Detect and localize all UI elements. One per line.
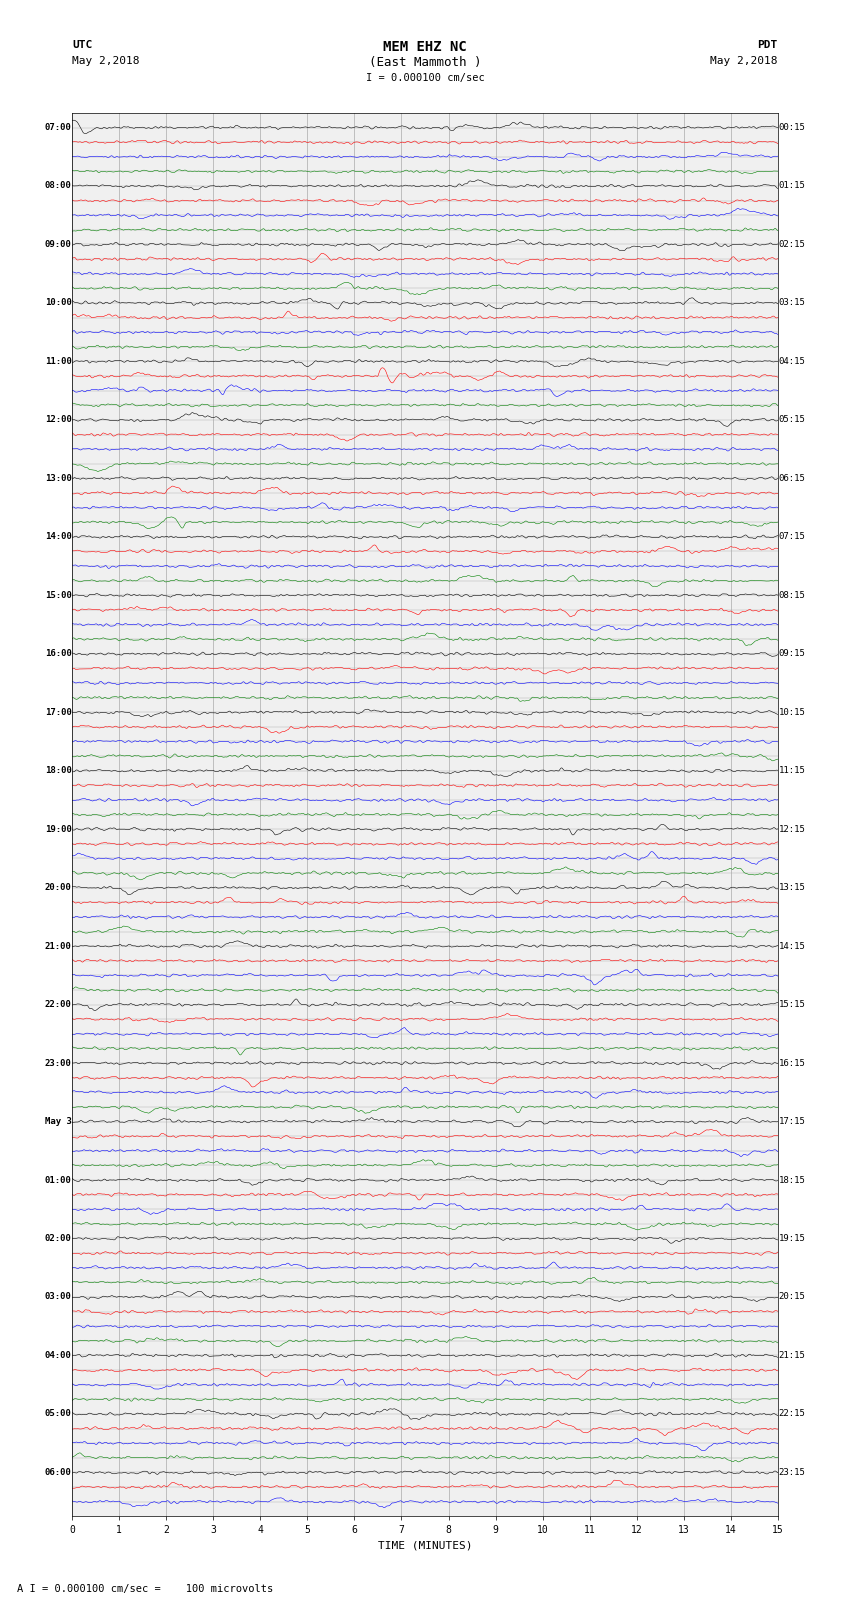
Text: 01:00: 01:00 bbox=[45, 1176, 71, 1184]
Text: 03:15: 03:15 bbox=[779, 298, 805, 308]
Text: May 3: May 3 bbox=[45, 1118, 71, 1126]
Text: 07:15: 07:15 bbox=[779, 532, 805, 542]
Text: 06:00: 06:00 bbox=[45, 1468, 71, 1478]
Text: 20:00: 20:00 bbox=[45, 884, 71, 892]
Text: I = 0.000100 cm/sec: I = 0.000100 cm/sec bbox=[366, 73, 484, 82]
Text: A I = 0.000100 cm/sec =    100 microvolts: A I = 0.000100 cm/sec = 100 microvolts bbox=[17, 1584, 273, 1594]
Text: 10:00: 10:00 bbox=[45, 298, 71, 308]
Text: 05:15: 05:15 bbox=[779, 416, 805, 424]
Text: 08:00: 08:00 bbox=[45, 182, 71, 190]
Text: 04:00: 04:00 bbox=[45, 1352, 71, 1360]
Text: PDT: PDT bbox=[757, 40, 778, 50]
Text: MEM EHZ NC: MEM EHZ NC bbox=[383, 40, 467, 55]
Text: 07:00: 07:00 bbox=[45, 123, 71, 132]
Text: 02:00: 02:00 bbox=[45, 1234, 71, 1244]
Text: 15:00: 15:00 bbox=[45, 590, 71, 600]
Text: 06:15: 06:15 bbox=[779, 474, 805, 482]
Text: 15:15: 15:15 bbox=[779, 1000, 805, 1010]
Text: 21:00: 21:00 bbox=[45, 942, 71, 950]
Text: 08:15: 08:15 bbox=[779, 590, 805, 600]
Text: 02:15: 02:15 bbox=[779, 240, 805, 248]
Text: 00:15: 00:15 bbox=[779, 123, 805, 132]
Text: 22:00: 22:00 bbox=[45, 1000, 71, 1010]
Text: 04:15: 04:15 bbox=[779, 356, 805, 366]
Text: 01:15: 01:15 bbox=[779, 182, 805, 190]
Text: 11:00: 11:00 bbox=[45, 356, 71, 366]
Text: 21:15: 21:15 bbox=[779, 1352, 805, 1360]
Text: 09:15: 09:15 bbox=[779, 650, 805, 658]
Text: 20:15: 20:15 bbox=[779, 1292, 805, 1302]
Text: 05:00: 05:00 bbox=[45, 1410, 71, 1418]
Text: 12:15: 12:15 bbox=[779, 824, 805, 834]
Text: 23:15: 23:15 bbox=[779, 1468, 805, 1478]
Text: 03:00: 03:00 bbox=[45, 1292, 71, 1302]
Text: (East Mammoth ): (East Mammoth ) bbox=[369, 56, 481, 69]
Text: UTC: UTC bbox=[72, 40, 93, 50]
Text: May 2,2018: May 2,2018 bbox=[72, 56, 139, 66]
Text: 14:00: 14:00 bbox=[45, 532, 71, 542]
Text: 10:15: 10:15 bbox=[779, 708, 805, 716]
Text: 11:15: 11:15 bbox=[779, 766, 805, 776]
Text: 17:15: 17:15 bbox=[779, 1118, 805, 1126]
X-axis label: TIME (MINUTES): TIME (MINUTES) bbox=[377, 1540, 473, 1550]
Text: 16:00: 16:00 bbox=[45, 650, 71, 658]
Text: 17:00: 17:00 bbox=[45, 708, 71, 716]
Text: 19:15: 19:15 bbox=[779, 1234, 805, 1244]
Text: 22:15: 22:15 bbox=[779, 1410, 805, 1418]
Text: 13:00: 13:00 bbox=[45, 474, 71, 482]
Text: 13:15: 13:15 bbox=[779, 884, 805, 892]
Text: 23:00: 23:00 bbox=[45, 1058, 71, 1068]
Text: 18:00: 18:00 bbox=[45, 766, 71, 776]
Text: 16:15: 16:15 bbox=[779, 1058, 805, 1068]
Text: 18:15: 18:15 bbox=[779, 1176, 805, 1184]
Text: May 2,2018: May 2,2018 bbox=[711, 56, 778, 66]
Text: 09:00: 09:00 bbox=[45, 240, 71, 248]
Text: 14:15: 14:15 bbox=[779, 942, 805, 950]
Text: 19:00: 19:00 bbox=[45, 824, 71, 834]
Text: 12:00: 12:00 bbox=[45, 416, 71, 424]
